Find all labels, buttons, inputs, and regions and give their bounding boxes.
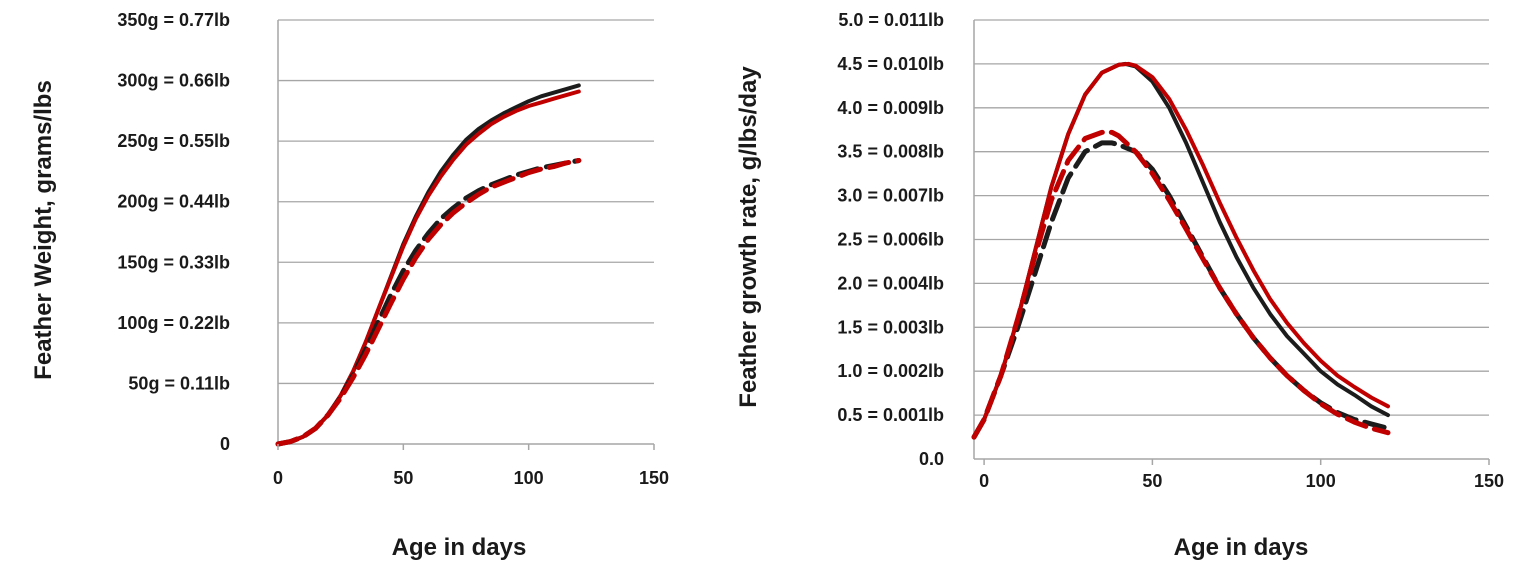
weight-chart-y-tick-label: 250g = 0.55lb — [117, 131, 230, 151]
weight-chart-y-ticks: 0 50g = 0.11lb 100g = 0.22lb 150g = 0.33lb 2… — [117, 10, 230, 454]
growth-rate-chart-x-tick-label: 150 — [1474, 471, 1504, 491]
growth-rate-chart-y-tick-label: 0.0 — [919, 449, 944, 469]
growth-rate-chart-y-tick-label: 1.0 = 0.002lb — [837, 361, 944, 381]
weight-chart-y-tick-label: 350g = 0.77lb — [117, 10, 230, 30]
growth-rate-chart-y-tick-label: 5.0 = 0.011lb — [838, 10, 944, 30]
growth-rate-chart-y-ticks: 0.0 0.5 = 0.001lb 1.0 = 0.002lb 1.5 = 0.003… — [837, 10, 944, 469]
growth-rate-chart-series-4-line — [971, 129, 1391, 440]
weight-chart: 0 50g = 0.11lb 100g = 0.22lb 150g = 0.33lb 2… — [30, 10, 669, 561]
growth-rate-chart-series-3-line — [971, 140, 1391, 440]
weight-chart-x-tick-label: 0 — [273, 468, 283, 488]
weight-chart-y-tick-label: 50g = 0.11lb — [128, 373, 230, 393]
growth-rate-chart-x-ticks: 0 50 100 150 — [979, 459, 1504, 491]
weight-chart-x-tick-label: 100 — [514, 468, 544, 488]
weight-chart-xlabel: Age in days — [392, 534, 527, 561]
growth-rate-chart-y-tick-label: 3.0 = 0.007lb — [837, 186, 944, 206]
weight-chart-x-tick-label: 150 — [639, 468, 669, 488]
weight-chart-y-tick-label: 200g = 0.44lb — [117, 192, 230, 212]
weight-chart-ylabel: Feather Weight, grams/lbs — [30, 80, 57, 380]
weight-chart-x-ticks: 0 50 100 150 — [273, 444, 669, 488]
growth-rate-chart-series — [971, 61, 1391, 440]
growth-rate-chart-y-tick-label: 3.5 = 0.008lb — [837, 142, 944, 162]
growth-rate-chart-gridlines — [973, 19, 1489, 460]
weight-chart-series-3-line — [275, 158, 582, 447]
weight-chart-series-4-line — [275, 158, 582, 447]
growth-rate-chart-y-tick-label: 4.5 = 0.010lb — [837, 54, 944, 74]
growth-rate-chart-y-tick-label: 0.5 = 0.001lb — [837, 405, 944, 425]
weight-chart-series — [275, 83, 582, 447]
weight-chart-y-tick-label: 300g = 0.66lb — [117, 71, 230, 91]
growth-rate-chart-x-tick-label: 100 — [1306, 471, 1336, 491]
growth-rate-chart-y-tick-label: 2.5 = 0.006lb — [837, 230, 944, 250]
weight-chart-series-2-line — [276, 89, 581, 446]
weight-chart-y-tick-label: 0 — [220, 434, 230, 454]
weight-chart-y-tick-label: 150g = 0.33lb — [117, 252, 230, 272]
weight-chart-y-tick-label: 100g = 0.22lb — [117, 313, 230, 333]
growth-rate-chart-series-2-line — [972, 61, 1390, 440]
weight-chart-series-1-line — [276, 83, 581, 446]
growth-rate-chart-x-tick-label: 0 — [979, 471, 989, 491]
growth-rate-chart-ylabel: Feather growth rate, g/lbs/day — [735, 66, 762, 408]
growth-rate-chart-xlabel: Age in days — [1174, 534, 1309, 561]
growth-rate-chart: 0.0 0.5 = 0.001lb 1.0 = 0.002lb 1.5 = 0.003… — [735, 10, 1504, 561]
growth-rate-chart-x-tick-label: 50 — [1142, 471, 1162, 491]
growth-rate-chart-y-tick-label: 2.0 = 0.004lb — [837, 273, 944, 293]
growth-rate-chart-y-tick-label: 4.0 = 0.009lb — [837, 98, 944, 118]
weight-chart-x-tick-label: 50 — [393, 468, 413, 488]
weight-chart-gridlines — [277, 19, 654, 445]
growth-rate-chart-y-tick-label: 1.5 = 0.003lb — [837, 317, 944, 337]
